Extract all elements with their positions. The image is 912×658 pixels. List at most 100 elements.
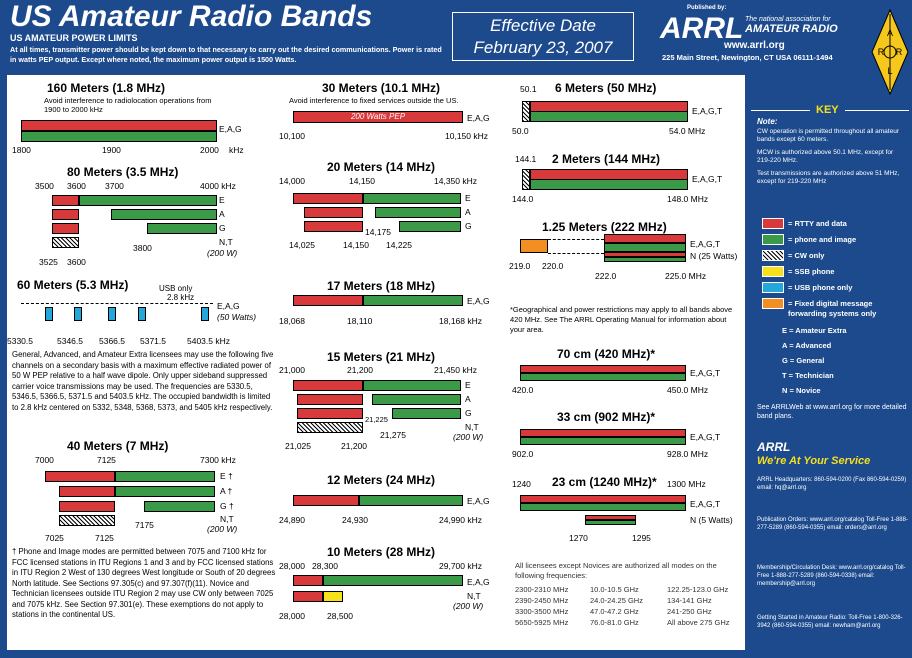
band-40-bottom-tick: 7125 xyxy=(95,533,114,543)
band-20-title: 20 Meters (14 MHz) xyxy=(327,160,435,174)
contact-membership: Membership/Circulation Desk: www.arrl.or… xyxy=(757,564,911,588)
band-40-a-data xyxy=(59,486,115,497)
band-125-tick: 225.0 MHz xyxy=(665,271,706,281)
band-15-e-data xyxy=(293,380,363,391)
band-12-data-bar xyxy=(293,495,359,506)
band-30-bar: 200 Watts PEP xyxy=(293,111,463,123)
contact-getting-started: Getting Started in Amateur Radio: Toll-F… xyxy=(757,614,911,630)
note-cw: CW operation is permitted throughout all… xyxy=(757,128,907,145)
band-40-a-phone xyxy=(115,486,215,497)
band-80-bottom-tick: 3800 xyxy=(133,243,152,253)
band-80-tick: 3600 xyxy=(67,181,86,191)
band-10-lic-nt: N,T xyxy=(467,591,481,601)
contact-hq: ARRL Headquarters: 860-594-0200 (Fax 860… xyxy=(757,476,911,492)
band-20-e-phone xyxy=(363,193,461,204)
band-chart-panel: 160 Meters (1.8 MHz) Avoid interference … xyxy=(7,75,745,650)
effective-date: February 23, 2007 xyxy=(453,37,633,59)
band-125-tick: 219.0 xyxy=(509,261,530,271)
key-cw-label: = CW only xyxy=(788,251,824,260)
band-40-bottom-tick: 7025 xyxy=(45,533,64,543)
key-title: KEY xyxy=(810,104,845,116)
band-6-phone-bar xyxy=(530,111,688,122)
band-10-nt-data xyxy=(293,591,323,602)
band-23-lic-n: N (5 Watts) xyxy=(690,515,733,525)
band-10-power: (200 W) xyxy=(453,601,483,611)
band-40-title: 40 Meters (7 MHz) xyxy=(67,439,168,453)
band-15-e-phone xyxy=(363,380,461,391)
band-160-licenses: E,A,G xyxy=(219,124,242,134)
band-2-licenses: E,A,G,T xyxy=(692,174,722,184)
band-15-tick: 21,200 xyxy=(347,365,373,375)
note-mcw: MCW is authorized above 50.1 MHz, except… xyxy=(757,149,907,166)
band-125-title: 1.25 Meters (222 MHz) xyxy=(542,220,667,234)
band-10-bottom-tick: 28,500 xyxy=(327,611,353,621)
band-60-channel-5 xyxy=(201,307,209,321)
see-arrlweb[interactable]: See ARRLWeb at www.arrl.org for more det… xyxy=(757,403,911,421)
band-15-bottom-tick: 21,275 xyxy=(380,430,406,440)
band-70-licenses: E,A,G,T xyxy=(690,368,720,378)
band-80-tick: 4000 kHz xyxy=(200,181,236,191)
band-12-tick: 24,930 xyxy=(342,515,368,525)
band-15-bottom-tick: 21,225 xyxy=(365,415,388,424)
band-15-bottom-tick: 21,200 xyxy=(341,441,367,451)
band-70-title: 70 cm (420 MHz)* xyxy=(557,347,655,361)
band-20-g-data xyxy=(304,221,363,232)
tagline-amateur: AMATEUR RADIO xyxy=(745,23,838,35)
band-80-g-phone xyxy=(147,223,217,234)
band-12-title: 12 Meters (24 MHz) xyxy=(327,473,435,487)
emblem-r1: R xyxy=(878,47,885,57)
band-20-lic-e: E xyxy=(465,193,471,203)
band-15-nt-cw xyxy=(297,422,363,433)
emblem-l: L xyxy=(887,66,892,76)
band-20-a-phone xyxy=(375,207,461,218)
band-40-lic-e: E † xyxy=(220,471,233,481)
key-phone-label: = phone and image xyxy=(788,235,856,244)
band-20-bottom-tick: 14,150 xyxy=(343,240,369,250)
band-125-data-bar xyxy=(604,234,686,243)
band-160-tick: 2000 xyxy=(200,145,219,155)
key-ssb-swatch xyxy=(762,266,784,277)
band-33-title: 33 cm (902 MHz)* xyxy=(557,410,655,424)
band-60-channel-2 xyxy=(74,307,82,321)
band-15-lic-a: A xyxy=(465,394,471,404)
band-60-tick: 5330.5 xyxy=(7,336,33,346)
band-6-tick: 54.0 MHz xyxy=(669,126,705,136)
band-125-digital xyxy=(520,239,548,253)
band-23-phone-bar xyxy=(520,503,686,511)
band-80-bottom-tick: 3525 xyxy=(39,257,58,267)
arrl-diamond-icon: A R R L xyxy=(870,8,910,96)
band-125-dash-top xyxy=(548,239,604,240)
band-60-bandwidth: 2.8 kHz xyxy=(167,293,194,302)
band-80-lic-nt: N,T xyxy=(219,237,233,247)
band-2-title: 2 Meters (144 MHz) xyxy=(552,152,660,166)
band-125-lic-eagt: E,A,G,T xyxy=(690,239,720,249)
website-link[interactable]: www.arrl.org xyxy=(724,40,785,51)
power-limits-text: At all times, transmitter power should b… xyxy=(10,45,450,65)
band-10-bottom-tick: 28,000 xyxy=(279,611,305,621)
key-notes: Note: CW operation is permitted througho… xyxy=(757,118,907,187)
band-15-lic-e: E xyxy=(465,380,471,390)
band-15-lic-nt: N,T xyxy=(465,422,479,432)
service-slogan: We're At Your Service xyxy=(757,455,870,467)
band-12-phone-bar xyxy=(359,495,463,506)
key-usb-label: = USB phone only xyxy=(788,283,852,292)
band-160-tick: 1800 xyxy=(12,145,31,155)
key-usb-swatch xyxy=(762,282,784,293)
band-80-tick: 3700 xyxy=(105,181,124,191)
band-23-title: 23 cm (1240 MHz)* xyxy=(552,475,657,489)
band-40-tick: 7000 xyxy=(35,455,54,465)
band-23-bottom-tick: 1295 xyxy=(632,533,651,543)
band-70-phone-bar xyxy=(520,373,686,381)
band-40-tick: 7300 kHz xyxy=(200,455,236,465)
band-10-eag-data xyxy=(293,575,323,586)
freq-cell: 241-250 GHz xyxy=(667,607,712,616)
key-digital-label: = Fixed digital message forwarding syste… xyxy=(788,299,906,319)
freq-cell: 24.0-24.25 GHz xyxy=(590,596,643,605)
key-rtty-label: = RTTY and data xyxy=(788,219,847,228)
band-60-tick: 5403.5 kHz xyxy=(187,336,230,346)
band-17-licenses: E,A,G xyxy=(467,296,490,306)
band-125-phone-bar xyxy=(604,243,686,252)
band-80-nt-cw xyxy=(52,237,79,248)
freq-cell: 47.0-47.2 GHz xyxy=(590,607,639,616)
band-60-channel-1 xyxy=(45,307,53,321)
